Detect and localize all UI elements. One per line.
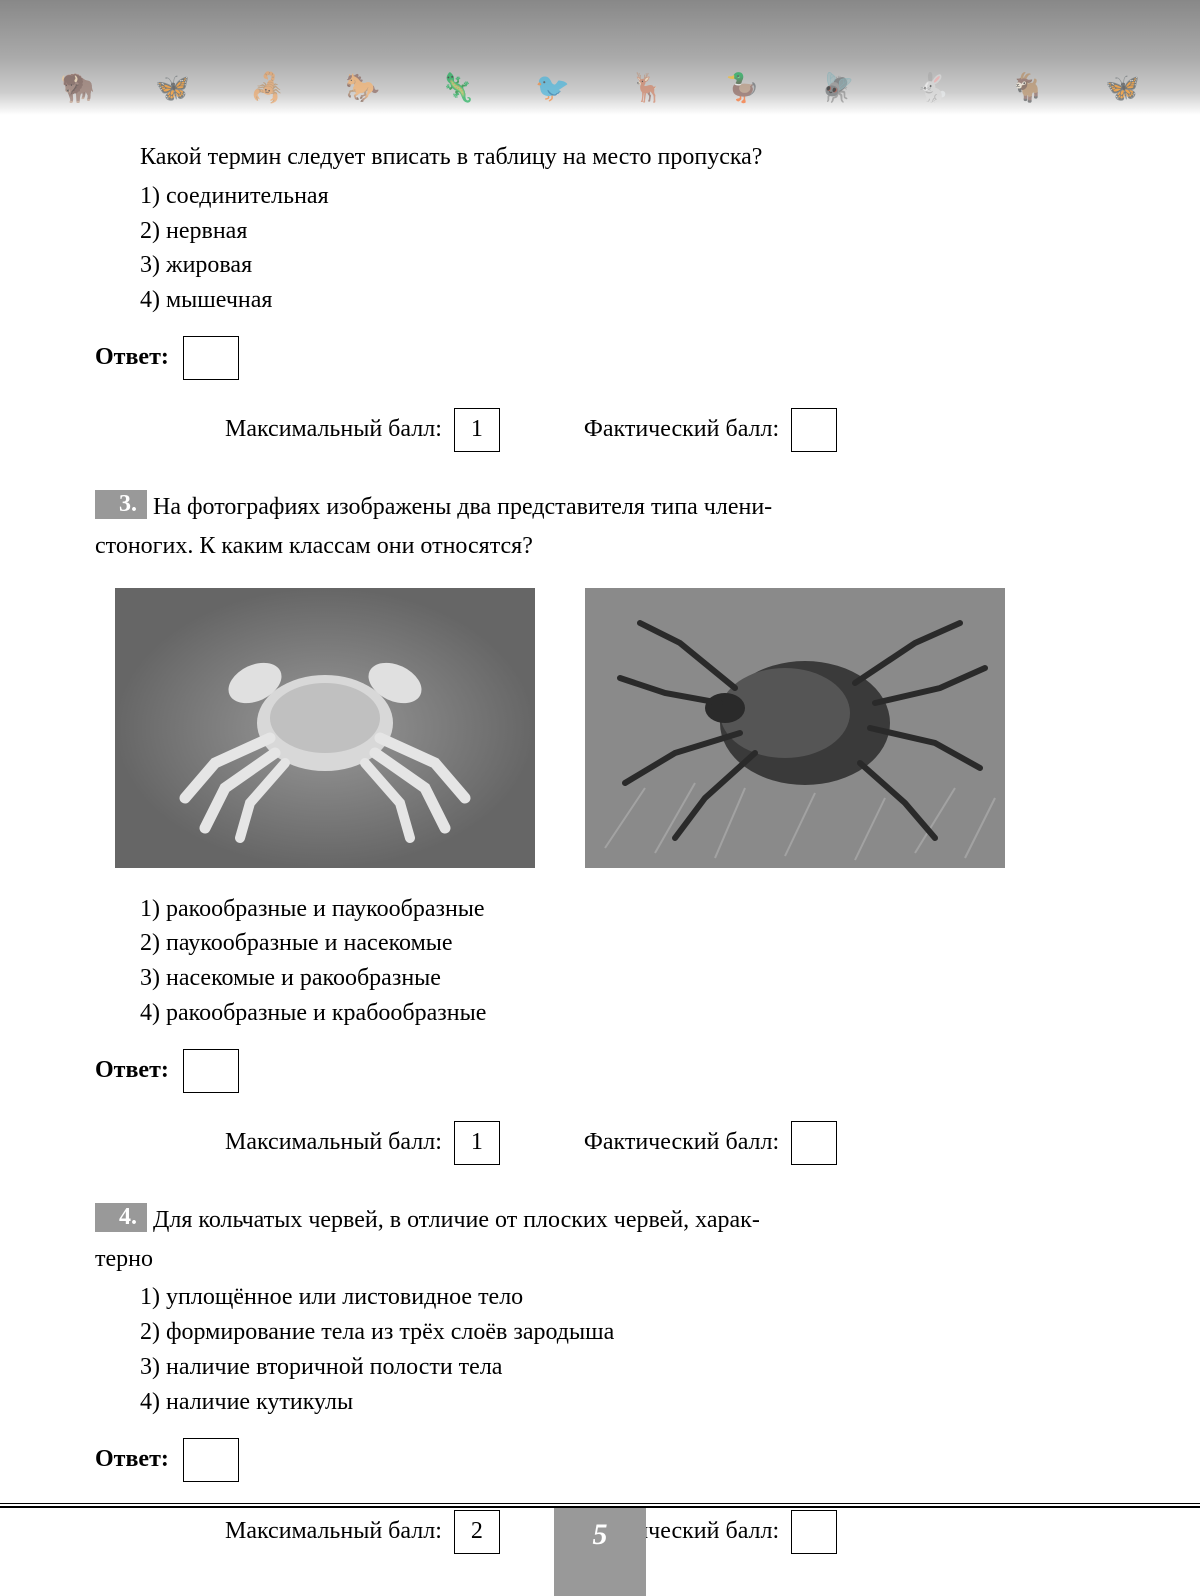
content-area: Какой термин следует вписать в таблицу н… <box>0 115 1200 1554</box>
question-text: Для кольчатых червей, в отличие от плоск… <box>153 1207 760 1233</box>
option-item: 4) наличие кутикулы <box>140 1385 1105 1420</box>
answer-label: Ответ: <box>95 1446 169 1473</box>
photo-crab <box>115 588 535 868</box>
option-item: 4) ракообразные и крабообразные <box>140 996 1105 1031</box>
animal-icon: 🐐 <box>1010 71 1045 105</box>
actual-score-label: Фактический балл: <box>584 416 779 443</box>
answer-row: Ответ: <box>95 336 1105 380</box>
question-text: Какой термин следует вписать в таблицу н… <box>95 140 1105 175</box>
page-number: 5 <box>593 1518 608 1552</box>
header-gradient: 🦬 🦋 🦂 🐎 🦎 🐦 🦌 🦆 🪰 🐇 🐐 🦋 <box>0 0 1200 115</box>
question-number-badge: 4. <box>95 1203 147 1232</box>
animal-icon: 🦎 <box>440 71 475 105</box>
question-2-block: Какой термин следует вписать в таблицу н… <box>95 140 1105 452</box>
question-number-badge: 3. <box>95 490 147 519</box>
option-item: 2) формирование тела из трёх слоёв зарод… <box>140 1315 1105 1350</box>
animal-icon: 🐦 <box>535 71 570 105</box>
question-text: терно <box>95 1242 1105 1277</box>
max-score-label: Максимальный балл: <box>225 1518 442 1545</box>
option-item: 3) жировая <box>140 248 1105 283</box>
question-text: стоногих. К каким классам они относятся? <box>95 529 1105 564</box>
animal-icon: 🐇 <box>915 71 950 105</box>
answer-label: Ответ: <box>95 1057 169 1084</box>
page-number-badge: 5 <box>554 1508 646 1596</box>
max-score-value: 1 <box>471 416 483 443</box>
actual-score-box[interactable] <box>791 408 837 452</box>
question-text: На фотографиях изображены два представит… <box>153 494 772 520</box>
max-score-box: 1 <box>454 408 500 452</box>
options-list: 1) соединительная 2) нервная 3) жировая … <box>95 179 1105 318</box>
max-score-label: Максимальный балл: <box>225 416 442 443</box>
max-score-value: 1 <box>471 1129 483 1156</box>
score-row: Максимальный балл: 1 Фактический балл: <box>95 1121 1105 1165</box>
animal-icons-row: 🦬 🦋 🦂 🐎 🦎 🐦 🦌 🦆 🪰 🐇 🐐 🦋 <box>60 65 1140 105</box>
options-list: 1) ракообразные и паукообразные 2) пауко… <box>95 892 1105 1031</box>
option-item: 1) уплощённое или листовидное тело <box>140 1280 1105 1315</box>
max-score-box: 2 <box>454 1510 500 1554</box>
answer-input-box[interactable] <box>183 1438 239 1482</box>
option-item: 4) мышечная <box>140 283 1105 318</box>
photo-tick <box>585 588 1005 868</box>
answer-label: Ответ: <box>95 344 169 371</box>
question-3-block: 3. На фотографиях изображены два предста… <box>95 490 1105 1165</box>
animal-icon: 🐎 <box>345 71 380 105</box>
animal-icon: 🦬 <box>60 71 95 105</box>
actual-score-label: Фактический балл: <box>584 1129 779 1156</box>
actual-score-box[interactable] <box>791 1121 837 1165</box>
animal-icon: 🪰 <box>820 71 855 105</box>
animal-icon: 🦋 <box>1105 71 1140 105</box>
answer-input-box[interactable] <box>183 336 239 380</box>
option-item: 2) нервная <box>140 214 1105 249</box>
question-4-block: 4. Для кольчатых червей, в отличие от пл… <box>95 1203 1105 1554</box>
answer-row: Ответ: <box>95 1438 1105 1482</box>
animal-icon: 🦋 <box>155 71 190 105</box>
animal-icon: 🦂 <box>250 71 285 105</box>
option-item: 2) паукообразные и насекомые <box>140 926 1105 961</box>
option-item: 1) соединительная <box>140 179 1105 214</box>
answer-input-box[interactable] <box>183 1049 239 1093</box>
max-score-box: 1 <box>454 1121 500 1165</box>
images-row <box>115 588 1105 868</box>
score-row: Максимальный балл: 1 Фактический балл: <box>95 408 1105 452</box>
option-item: 1) ракообразные и паукообразные <box>140 892 1105 927</box>
options-list: 1) уплощённое или листовидное тело 2) фо… <box>95 1280 1105 1419</box>
max-score-value: 2 <box>471 1518 483 1545</box>
answer-row: Ответ: <box>95 1049 1105 1093</box>
option-item: 3) наличие вторичной полости тела <box>140 1350 1105 1385</box>
max-score-label: Максимальный балл: <box>225 1129 442 1156</box>
option-item: 3) насекомые и ракообразные <box>140 961 1105 996</box>
animal-icon: 🦆 <box>725 71 760 105</box>
actual-score-box[interactable] <box>791 1510 837 1554</box>
animal-icon: 🦌 <box>630 71 665 105</box>
